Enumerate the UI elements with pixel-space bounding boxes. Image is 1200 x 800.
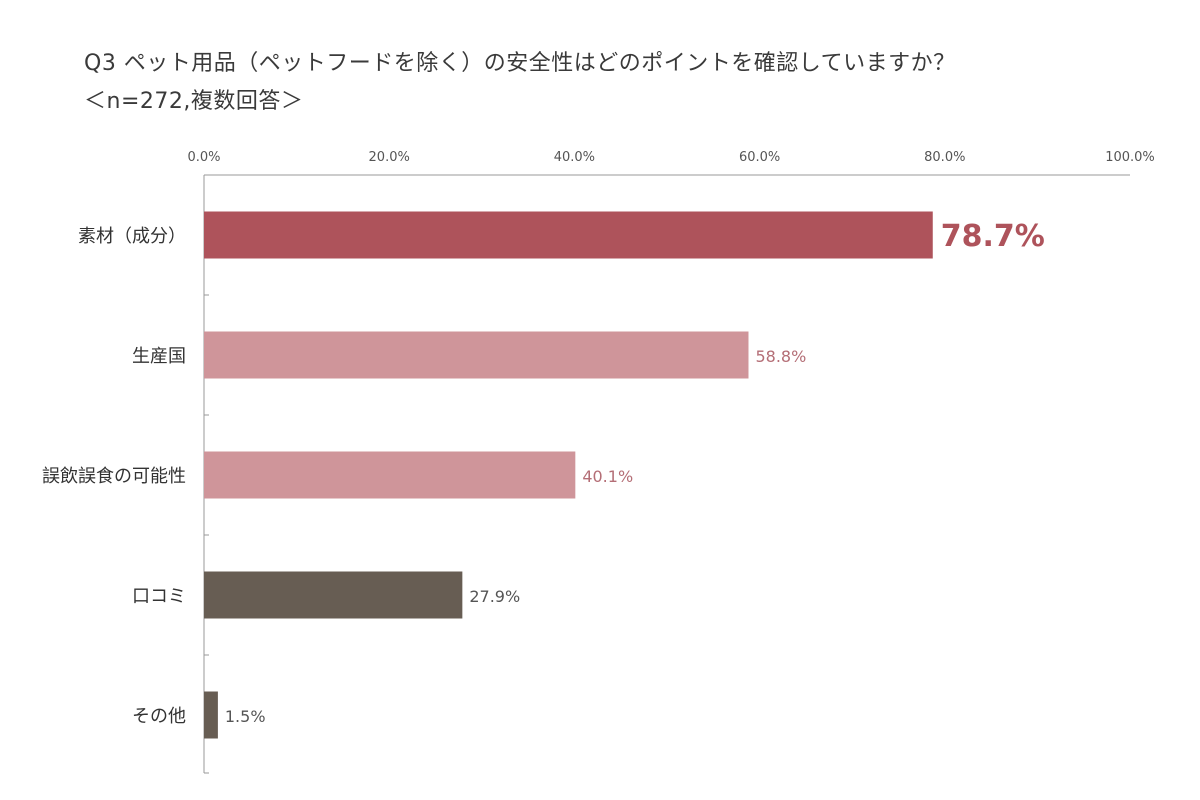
category-label: その他 (132, 706, 186, 727)
x-tick-label: 0.0% (187, 150, 220, 165)
x-tick-label: 40.0% (554, 150, 595, 165)
chart-title: Q3 ペット用品（ペットフードを除く）の安全性はどのポイントを確認していますか？ (84, 51, 956, 76)
x-tick-label: 20.0% (369, 150, 410, 165)
value-label: 1.5% (225, 707, 266, 726)
value-label: 40.1% (582, 467, 633, 486)
x-tick-label: 80.0% (924, 150, 965, 165)
category-label: 誤飲誤食の可能性 (42, 466, 186, 487)
x-tick-label: 60.0% (739, 150, 780, 165)
bar-5 (204, 691, 218, 739)
bar-4 (204, 571, 463, 619)
bar-1 (204, 211, 933, 259)
category-label: 口コミ (132, 586, 186, 607)
bar-2 (204, 331, 749, 379)
x-tick-label: 100.0% (1105, 150, 1155, 165)
category-label: 生産国 (132, 346, 186, 367)
category-label: 素材（成分） (78, 226, 186, 247)
value-label: 58.8% (755, 347, 806, 366)
value-label: 27.9% (469, 587, 520, 606)
chart-subtitle: ＜n=272,複数回答＞ (84, 89, 304, 114)
value-label: 78.7% (941, 219, 1045, 254)
bar-3 (204, 451, 576, 499)
